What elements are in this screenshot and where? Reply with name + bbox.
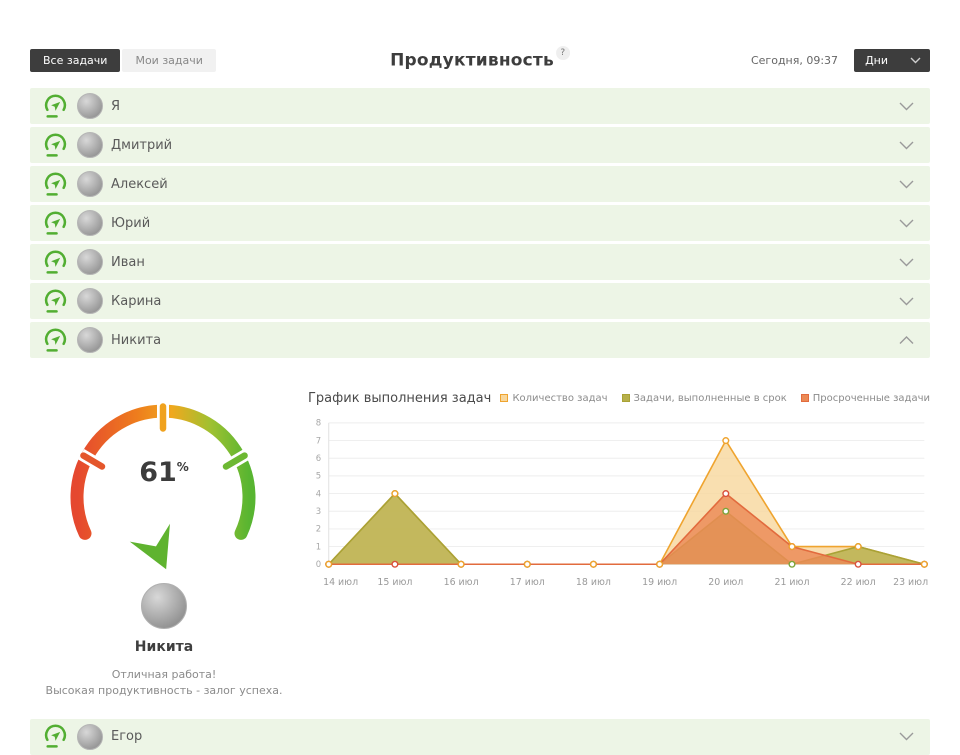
member-name: Алексей [111,176,168,192]
speedometer-icon [43,328,68,353]
chevron-down-icon[interactable] [899,219,914,228]
avatar [77,249,103,275]
tab-my-tasks[interactable]: Мои задачи [122,48,216,72]
tasks-area-chart: 8 7 6 5 4 3 2 1 0 14 июл 15 июл 16 июл 17 июл 18 июл 1… [308,408,930,602]
svg-text:19 июл: 19 июл [642,577,677,588]
svg-text:7: 7 [316,435,321,445]
chevron-down-icon[interactable] [899,180,914,189]
chevron-down-icon[interactable] [899,732,914,741]
avatar [77,210,103,236]
productivity-page: Все задачи Мои задачи Продуктивность? Се… [0,45,960,755]
member-name: Никита [111,332,162,348]
chart-legend: Количество задач Задачи, выполненные в с… [500,393,930,404]
svg-text:17 июл: 17 июл [510,577,545,588]
member-row-egor[interactable]: Егор [30,718,930,755]
legend-swatch-overdue [800,394,809,402]
svg-text:2: 2 [316,524,321,534]
member-detail-panel: 61% Никита Отличная работа! Высокая прод… [30,361,930,713]
speedometer-icon [43,289,68,314]
member-row-aleksey[interactable]: Алексей [30,166,930,202]
productivity-percent: 61% [139,457,189,488]
chart-title: График выполнения задач [308,391,492,406]
avatar [77,288,103,314]
page-header: Все задачи Мои задачи Продуктивность? Се… [30,45,930,72]
chevron-down-icon[interactable] [899,297,914,306]
speedometer-icon [43,94,68,119]
gauge-needle-icon [129,523,170,570]
avatar [77,327,103,353]
legend-item-ontime: Задачи, выполненные в срок [621,393,787,404]
member-name: Дмитрий [111,137,173,153]
svg-text:21 июл: 21 июл [774,577,809,588]
chevron-up-icon[interactable] [899,335,914,345]
svg-text:22 июл: 22 июл [841,577,876,588]
member-name: Иван [111,254,145,270]
svg-text:14 июл: 14 июл [323,577,358,588]
header-right: Сегодня, 09:37 Дни [750,48,930,72]
chevron-down-icon[interactable] [899,258,914,267]
svg-text:18 июл: 18 июл [576,577,611,588]
legend-swatch-total [500,394,509,402]
member-name: Юрий [111,215,151,231]
speedometer-icon [43,724,68,749]
svg-text:5: 5 [316,471,321,481]
member-row-dmitriy[interactable]: Дмитрий [30,127,930,163]
avatar [77,93,103,119]
tab-all-tasks[interactable]: Все задачи [30,48,121,72]
chevron-down-icon [910,57,921,63]
svg-text:23 июл: 23 июл [893,577,928,588]
tasks-chart-section: График выполнения задач Количество задач… [298,387,930,699]
gauge-arc [70,403,256,570]
member-row-nikita[interactable]: Никита [30,322,930,358]
help-icon[interactable]: ? [555,45,570,60]
speedometer-icon [43,250,68,275]
legend-item-total: Количество задач [500,393,608,404]
svg-text:4: 4 [316,488,321,498]
legend-swatch-ontime [621,394,630,402]
svg-text:15 июл: 15 июл [377,577,412,588]
speedometer-icon [43,133,68,158]
svg-text:0: 0 [316,559,321,569]
motivation-message: Отличная работа! Высокая продуктивность … [45,668,283,697]
member-detail-name: Никита [134,639,194,655]
svg-text:16 июл: 16 июл [444,577,479,588]
avatar [77,132,103,158]
members-list: Я Дмитрий Алексей Юрий Иван [30,88,930,358]
svg-text:6: 6 [316,453,321,463]
member-name: Егор [111,729,143,745]
speedometer-icon [43,211,68,236]
avatar [77,723,103,750]
chevron-down-icon[interactable] [899,141,914,150]
member-name: Карина [111,293,162,309]
avatar [141,583,187,629]
member-row-karina[interactable]: Карина [30,283,930,319]
legend-item-overdue: Просроченные задачи [800,393,930,404]
member-row-ivan[interactable]: Иван [30,244,930,280]
member-name: Я [111,98,121,114]
member-row-ya[interactable]: Я [30,88,930,124]
task-filter-tabs: Все задачи Мои задачи [30,48,216,72]
page-title: Продуктивность? [390,45,570,70]
member-row-yuriy[interactable]: Юрий [30,205,930,241]
svg-text:1: 1 [316,541,321,551]
period-dropdown[interactable]: Дни [854,48,930,72]
members-list-bottom: Егор [30,718,930,755]
current-date: Сегодня, 09:37 [750,53,839,67]
avatar [77,171,103,197]
chevron-down-icon[interactable] [899,102,914,111]
svg-text:8: 8 [316,418,321,428]
speedometer-icon [43,172,68,197]
chart-header: График выполнения задач Количество задач… [308,391,930,406]
productivity-summary: 61% Никита Отличная работа! Высокая прод… [30,387,298,699]
svg-text:3: 3 [316,506,321,516]
productivity-gauge: 61% [58,395,270,581]
svg-text:20 июл: 20 июл [708,577,743,588]
period-dropdown-value: Дни [865,53,888,67]
